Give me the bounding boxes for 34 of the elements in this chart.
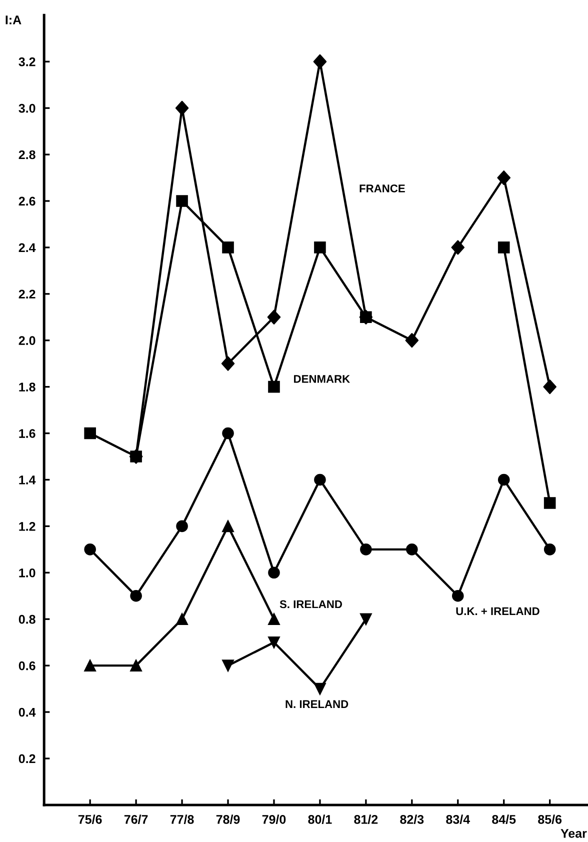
x-tick-label: 81/2 [354,814,378,824]
y-tick-label: 2.4 [18,243,36,252]
y-tick-label: 2.0 [18,336,36,346]
x-tick-label: 78/9 [216,814,240,824]
x-tick-label: 76/7 [124,814,148,824]
y-tick-label: 0.8 [18,614,36,624]
y-tick-label: 2.8 [18,150,36,160]
x-tick-label: 80/1 [308,814,332,824]
y-tick-label: 2.6 [18,196,36,206]
x-tick-label: 83/4 [446,814,470,824]
x-tick-label: 79/0 [262,814,286,824]
x-axis-title: Year [560,829,587,838]
y-tick-label: 3.2 [18,57,36,66]
y-tick-label: 1.0 [19,568,36,578]
y-tick-label: 0.6 [18,661,36,670]
y-tick-label: 1.2 [19,522,36,531]
y-tick-label: 3.0 [18,104,36,113]
y-axis-title: I:A [6,16,22,24]
y-tick-label: 2.2 [18,290,36,298]
y-tick-label: 1.8 [19,382,36,392]
x-tick-label: 82/3 [400,814,424,824]
x-tick-label: 77/8 [170,814,194,824]
series-label: DENMARK [294,375,350,383]
y-tick-label: 0.4 [18,708,36,717]
y-tick-label: 0.2 [18,754,36,764]
x-tick-label: 85/6 [538,814,562,824]
y-tick-label: 1.4 [19,476,36,484]
x-tick-label: 75/6 [78,814,102,824]
series-label: N. IRELAND [286,700,348,708]
series-label: U.K. + IRELAND [456,607,540,616]
y-tick-label: 1.6 [19,429,36,438]
series-label: FRANCE [360,184,405,192]
series-label: S. IRELAND [280,600,342,608]
x-tick-label: 84/5 [492,814,516,824]
